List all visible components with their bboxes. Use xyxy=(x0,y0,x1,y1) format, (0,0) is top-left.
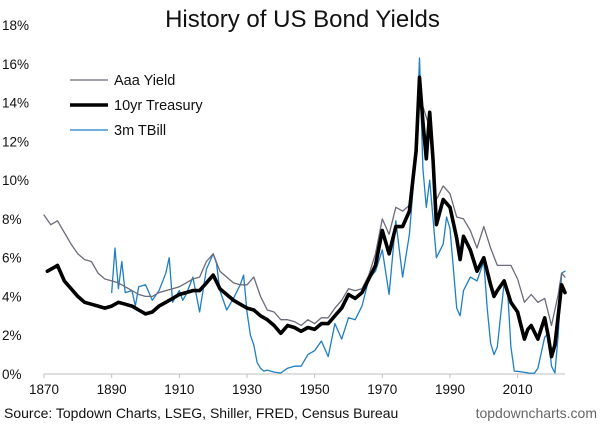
brand-link[interactable]: topdowncharts.com xyxy=(475,405,597,421)
x-tick-label: 1890 xyxy=(97,382,127,397)
legend: Aaa Yield 10yr Treasury 3m TBill xyxy=(70,73,203,139)
y-tick-label: 8% xyxy=(2,212,22,227)
x-tick-label: 1990 xyxy=(435,382,465,397)
x-tick-label: 1910 xyxy=(164,382,194,397)
x-tick-label: 1970 xyxy=(367,382,397,397)
x-tick-label: 1950 xyxy=(300,382,330,397)
series-line-10yr-treasury xyxy=(45,75,567,359)
y-tick-label: 10% xyxy=(2,173,29,188)
y-tick-label: 16% xyxy=(2,57,29,72)
x-tick-label: 1930 xyxy=(232,382,262,397)
x-tick-label: 2010 xyxy=(503,382,533,397)
y-tick-label: 14% xyxy=(2,96,29,111)
series-lines xyxy=(43,57,567,375)
axes: 0% 2% 4% 6% 8% 10% 12% 14% 16% 18% 1870 1890 1910 193… xyxy=(2,18,565,397)
y-tick-label: 0% xyxy=(2,367,22,382)
y-tick-label: 4% xyxy=(2,289,22,304)
series-line-aaa-yield xyxy=(43,98,566,327)
legend-label: Aaa Yield xyxy=(114,73,175,89)
legend-label: 3m TBill xyxy=(114,123,166,139)
source-note: Source: Topdown Charts, LSEG, Shiller, F… xyxy=(4,405,399,421)
x-tick-label: 1870 xyxy=(29,382,59,397)
y-tick-label: 12% xyxy=(2,134,29,149)
y-tick-label: 2% xyxy=(2,328,22,343)
legend-label: 10yr Treasury xyxy=(114,98,203,114)
chart-title: History of US Bond Yields xyxy=(165,6,440,33)
y-tick-label: 18% xyxy=(2,18,29,33)
y-tick-label: 6% xyxy=(2,251,22,266)
